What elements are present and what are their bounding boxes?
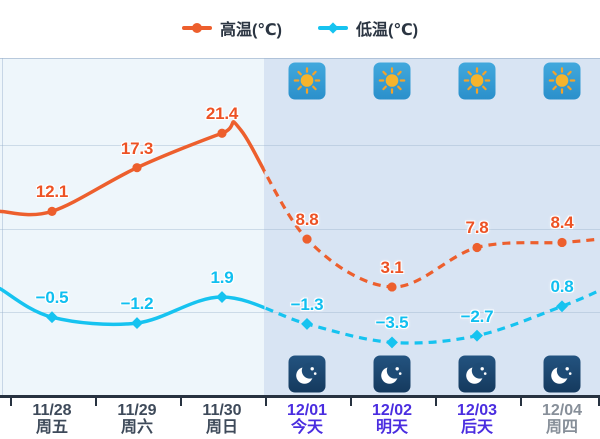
x-label-11/29[interactable]: 11/29 周六 (93, 402, 181, 436)
high-temp-value: 8.8 (295, 210, 319, 230)
axis-tick (434, 398, 437, 406)
high-temp-value: 8.4 (550, 213, 574, 233)
legend-item-high-temp[interactable]: 高温(℃) (181, 16, 282, 40)
chart-legend: 高温(℃) 低温(℃) (0, 16, 600, 40)
x-label-12/02[interactable]: 12/02 明天 (348, 402, 436, 436)
low-temp-value: 1.9 (210, 268, 234, 288)
low-temp-value: −0.5 (35, 288, 69, 308)
x-label-date: 12/01 (286, 402, 328, 419)
gridline-20deg (0, 145, 600, 146)
x-label-date: 11/29 (117, 402, 157, 419)
x-label-day: 明天 (375, 419, 408, 436)
x-label-12/04[interactable]: 12/04 周四 (518, 402, 600, 436)
x-label-date: 11/30 (202, 402, 242, 419)
x-label-date: 12/03 (456, 402, 498, 419)
moon-icon (373, 355, 411, 393)
x-label-11/30[interactable]: 11/30 周日 (178, 402, 266, 436)
axis-tick (179, 398, 182, 406)
low-temp-legend-marker (318, 22, 348, 34)
x-label-date: 12/04 (541, 402, 583, 419)
x-axis-line (0, 395, 600, 398)
moon-icon (288, 355, 326, 393)
x-label-date: 12/02 (371, 402, 413, 419)
low-temp-value: −1.3 (290, 294, 324, 314)
x-label-day: 今天 (290, 419, 323, 436)
gridline-30deg (0, 58, 600, 59)
legend-item-low-temp[interactable]: 低温(℃) (318, 16, 418, 40)
moon-icon (458, 355, 496, 393)
sun-icon (373, 62, 411, 100)
x-label-12/01[interactable]: 12/01 今天 (263, 402, 351, 436)
high-temp-legend-marker (181, 23, 212, 33)
axis-tick (349, 398, 352, 406)
sun-icon (458, 62, 496, 100)
low-temp-value: −2.7 (460, 306, 494, 326)
moon-icon (543, 355, 581, 393)
low-temp-value: −3.5 (375, 313, 409, 333)
low-temp-legend-label: 低温(℃) (356, 22, 419, 39)
sun-icon (543, 62, 581, 100)
x-label-day: 后天 (460, 419, 493, 436)
past-days-region (0, 58, 264, 395)
axis-tick (94, 398, 97, 406)
x-label-day: 周六 (120, 419, 153, 436)
low-temp-value: 0.8 (550, 277, 574, 297)
sun-icon (288, 62, 326, 100)
x-label-12/03[interactable]: 12/03 后天 (433, 402, 521, 436)
plot-left-border (2, 58, 3, 395)
x-label-11/28[interactable]: 11/28 周五 (8, 402, 96, 436)
high-temp-value: 21.4 (205, 104, 239, 124)
low-temp-value: −1.2 (120, 294, 154, 314)
axis-tick (519, 398, 522, 406)
x-label-day: 周日 (205, 419, 238, 436)
high-temp-value: 12.1 (35, 182, 69, 202)
high-temp-value: 7.8 (465, 218, 489, 238)
x-label-day: 周五 (35, 419, 68, 436)
x-label-day: 周四 (545, 419, 578, 436)
axis-tick (598, 398, 600, 406)
high-temp-value: 17.3 (120, 138, 154, 158)
axis-tick (264, 398, 267, 406)
x-label-date: 11/28 (32, 402, 72, 419)
high-temp-legend-label: 高温(℃) (219, 22, 282, 39)
high-temp-value: 3.1 (380, 257, 404, 277)
axis-tick (9, 398, 12, 406)
